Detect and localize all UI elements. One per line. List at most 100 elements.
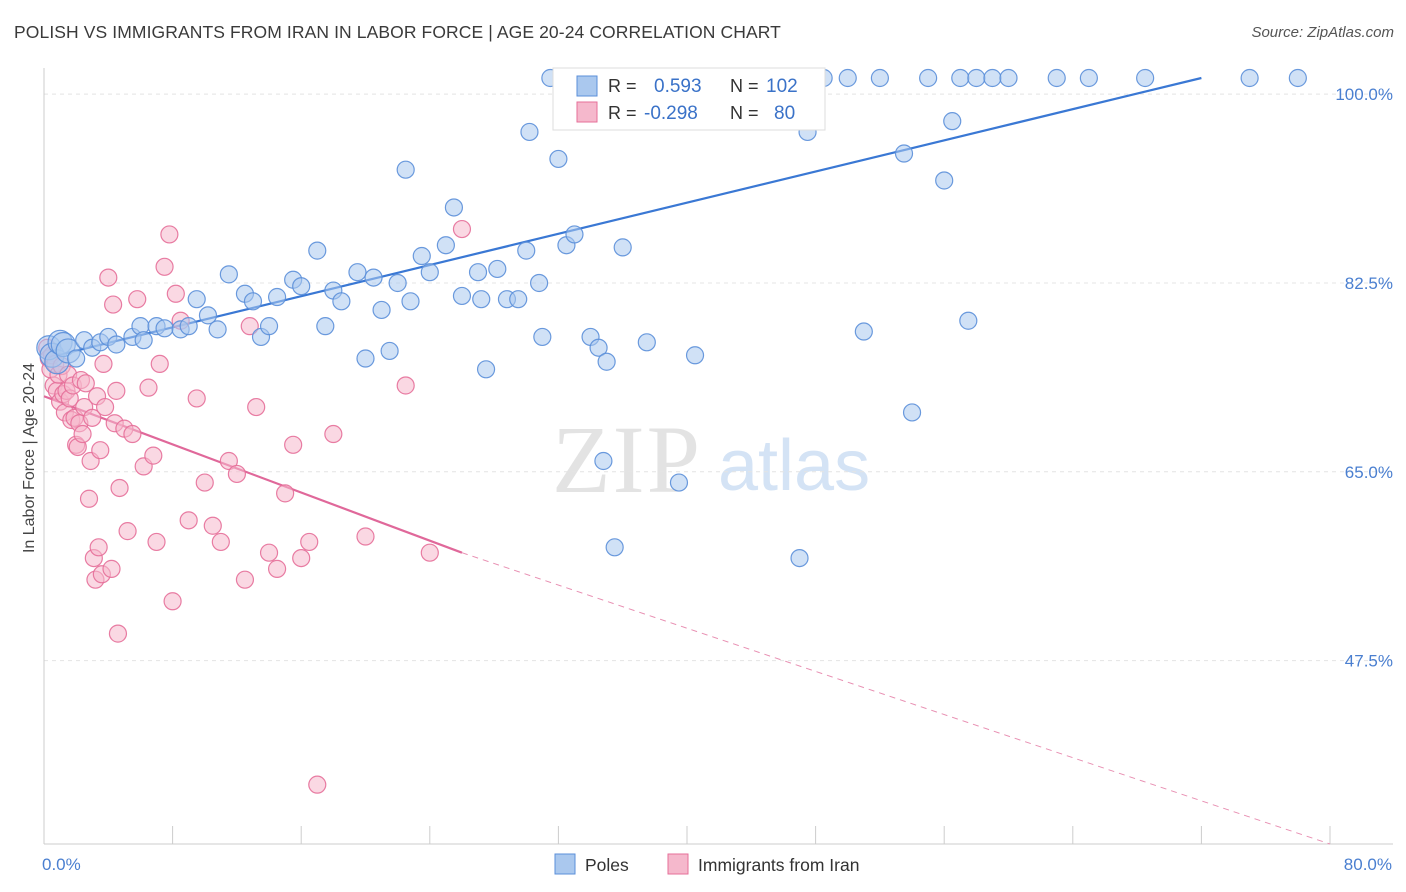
poles-point <box>364 268 383 287</box>
poles-point <box>179 317 198 336</box>
iran-point <box>107 381 126 400</box>
iran-point <box>123 424 142 444</box>
y-axis-label: In Labor Force | Age 20-24 <box>21 363 38 553</box>
iran-point <box>227 464 246 484</box>
poles-point <box>838 68 857 88</box>
iran-point <box>73 424 92 444</box>
iran-point <box>211 532 230 552</box>
source-label: Source: ZipAtlas.com <box>1251 24 1394 41</box>
poles-point <box>790 548 809 568</box>
iran-point <box>179 511 198 530</box>
iran-point <box>95 397 115 417</box>
poles-point <box>1079 68 1098 88</box>
poles-point <box>1047 68 1066 88</box>
iran-point <box>324 424 343 444</box>
poles-point <box>967 68 986 88</box>
poles-point <box>316 317 335 336</box>
iran-point <box>94 354 113 374</box>
poles-point <box>597 352 616 371</box>
legend-iran-r-label: R = <box>608 103 637 123</box>
chart-title: POLISH VS IMMIGRANTS FROM IRAN IN LABOR … <box>14 22 781 42</box>
poles-point <box>517 241 536 260</box>
poles-point <box>436 236 455 255</box>
iran-point <box>144 446 163 465</box>
legend-bottom-iran-swatch <box>667 853 689 875</box>
legend-iran-r-value: -0.298 <box>644 103 698 124</box>
iran-point <box>91 441 110 460</box>
iran-point <box>99 268 118 287</box>
axes <box>43 68 1393 845</box>
poles-point <box>107 335 126 354</box>
iran-point <box>150 354 169 374</box>
poles-point <box>935 171 954 190</box>
poles-point <box>476 360 496 379</box>
iran-point <box>155 257 174 276</box>
iran-point <box>89 538 108 557</box>
poles-point <box>870 68 890 88</box>
iran-point <box>128 290 147 309</box>
poles-point <box>959 311 978 330</box>
legend-bottom: Poles Immigrants from Iran <box>554 853 859 875</box>
y-tick-label: 47.5% <box>1345 652 1393 671</box>
iran-point <box>118 522 137 541</box>
poles-point <box>983 68 1002 88</box>
iran-point <box>396 376 415 395</box>
poles-point <box>854 322 873 341</box>
poles-point <box>605 538 624 557</box>
iran-point <box>104 295 123 314</box>
poles-point <box>472 290 491 309</box>
legend-poles-n-value: 102 <box>766 76 798 97</box>
iran-point <box>195 473 214 492</box>
iran-point <box>308 775 327 794</box>
legend-poles-r-label: R = <box>608 76 637 96</box>
iran-point <box>247 397 266 417</box>
poles-point <box>594 451 613 471</box>
legend-poles-r-value: 0.593 <box>654 76 702 97</box>
iran-point <box>102 559 121 578</box>
iran-point <box>160 225 179 244</box>
legend-iran-n-label: N = <box>730 103 759 123</box>
iran-trend-extension <box>461 552 1331 845</box>
watermark-atlas: atlas <box>718 426 870 506</box>
poles-point <box>198 306 218 325</box>
poles-point <box>669 473 689 492</box>
poles-point <box>589 338 608 357</box>
iran-point <box>356 527 375 546</box>
poles-point <box>894 144 914 163</box>
poles-trend-line <box>43 76 1202 360</box>
y-tick-label: 100.0% <box>1335 85 1393 104</box>
iran-point <box>284 435 303 454</box>
poles-point <box>308 241 327 260</box>
iran-point <box>452 219 472 239</box>
iran-point <box>166 284 185 303</box>
poles-point <box>919 68 938 88</box>
poles-point <box>902 403 922 422</box>
x-ticks <box>43 826 1331 844</box>
poles-point <box>488 259 507 279</box>
poles-point <box>219 265 238 284</box>
scatter-points <box>36 68 1307 794</box>
poles-point <box>380 341 399 361</box>
x-tick-label-min: 0.0% <box>42 855 81 874</box>
legend-poles-n-label: N = <box>730 76 759 96</box>
poles-point <box>348 263 367 282</box>
poles-point <box>549 149 568 169</box>
iran-point <box>110 478 129 498</box>
iran-point <box>259 543 279 562</box>
y-tick-label: 82.5% <box>1345 274 1393 293</box>
legend-poles-swatch <box>576 75 598 97</box>
poles-point <box>685 346 705 365</box>
poles-point <box>509 290 528 309</box>
iran-point <box>420 543 439 562</box>
legend-bottom-poles-label: Poles <box>585 855 629 875</box>
iran-point <box>240 317 259 336</box>
poles-point <box>533 327 552 347</box>
poles-point <box>372 300 391 320</box>
legend-iran-swatch <box>576 101 598 123</box>
iran-point <box>139 378 158 397</box>
poles-point <box>520 122 539 142</box>
iran-point <box>203 516 222 535</box>
iran-point <box>147 532 166 552</box>
poles-point <box>259 317 279 336</box>
poles-point <box>356 349 375 368</box>
